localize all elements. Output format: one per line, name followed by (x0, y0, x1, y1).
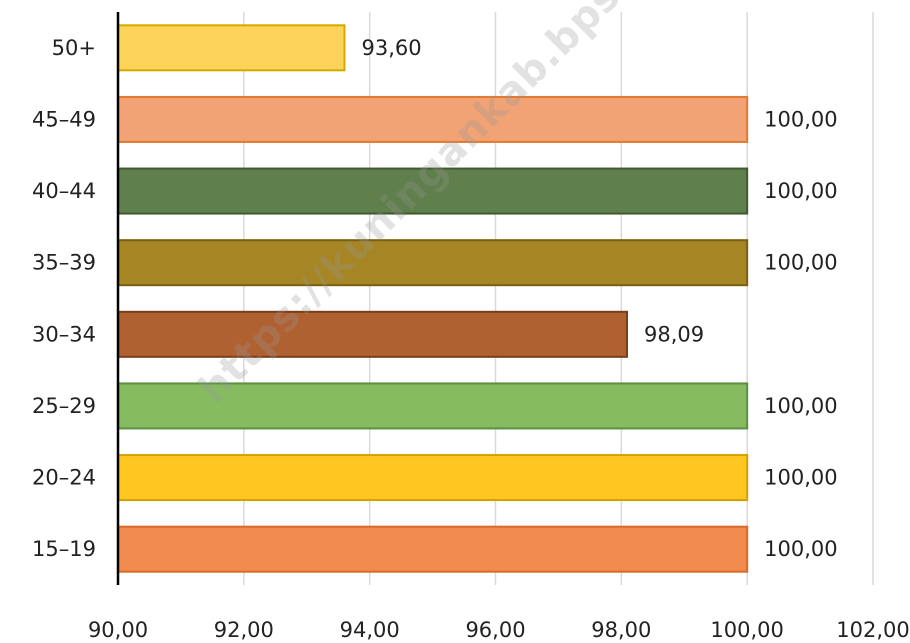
bars (117, 24, 749, 573)
data-label: 100,00 (764, 179, 837, 203)
category-label: 40–44 (32, 179, 96, 203)
category-label: 25–29 (32, 394, 96, 418)
bar (117, 454, 749, 502)
data-label: 93,60 (362, 36, 422, 60)
x-tick-label: 90,00 (88, 618, 148, 642)
bar (117, 382, 749, 430)
x-tick-label: 96,00 (465, 618, 525, 642)
bar (117, 167, 749, 215)
x-tick-label: 94,00 (340, 618, 400, 642)
data-label: 100,00 (764, 466, 837, 490)
x-tick-labels: 90,00 92,00 94,00 96,00 98,00 100,00 102,00 (88, 618, 910, 642)
data-label: 100,00 (764, 251, 837, 275)
x-tick-label: 98,00 (591, 618, 651, 642)
category-label: 15–19 (32, 537, 96, 561)
category-label: 35–39 (32, 251, 96, 275)
x-tick-label: 100,00 (710, 618, 783, 642)
x-tick-label: 102,00 (836, 618, 909, 642)
bar (117, 310, 628, 358)
category-label: 20–24 (32, 466, 96, 490)
bar (117, 525, 749, 573)
category-label: 30–34 (32, 322, 96, 346)
data-label: 98,09 (644, 322, 704, 346)
bar (117, 24, 346, 72)
category-labels: 50+ 45–49 40–44 35–39 30–34 25–29 20–24 15–19 (32, 36, 96, 561)
bar (117, 95, 749, 143)
value-labels: 93,60 100,00 100,00 100,00 98,09 100,00 100,00… (362, 36, 838, 561)
data-label: 100,00 (764, 537, 837, 561)
x-tick-label: 92,00 (214, 618, 274, 642)
data-label: 100,00 (764, 107, 837, 131)
category-label: 45–49 (32, 107, 96, 131)
category-label: 50+ (52, 36, 96, 60)
bar (117, 239, 749, 287)
data-label: 100,00 (764, 394, 837, 418)
